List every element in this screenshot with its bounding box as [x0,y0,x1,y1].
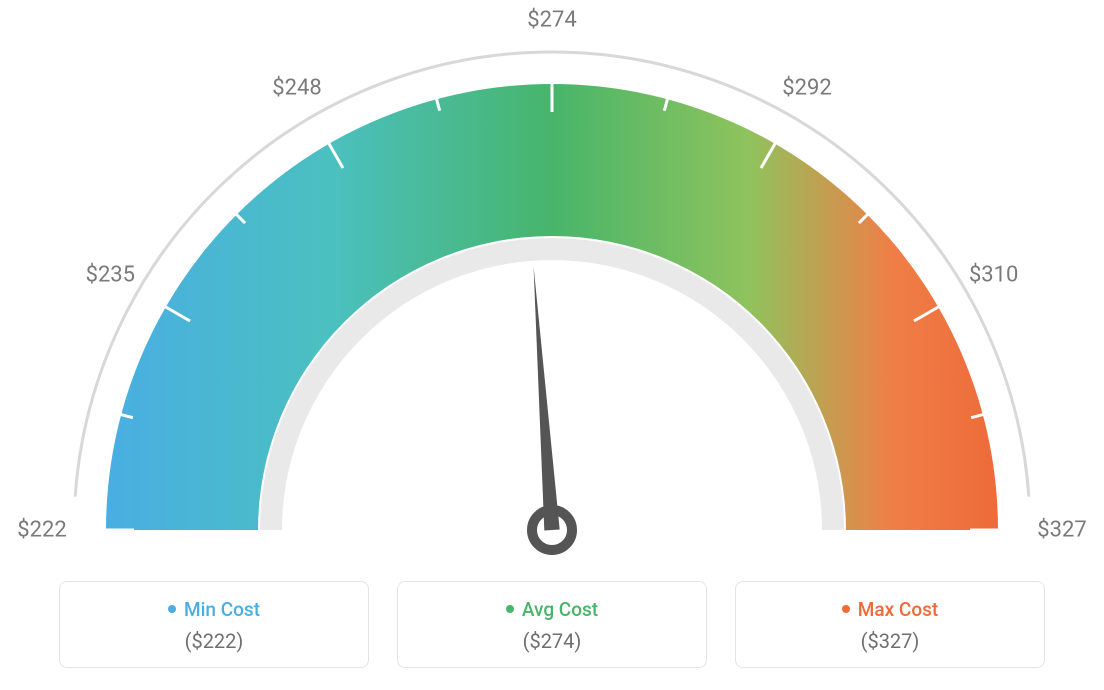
gauge-tick-label: $248 [272,76,321,101]
legend-value-min: ($222) [60,629,368,653]
legend-title-max: Max Cost [736,598,1044,621]
legend-row: Min Cost ($222) Avg Cost ($274) Max Cost… [0,581,1104,668]
legend-title-min-text: Min Cost [184,598,260,621]
gauge-svg [0,10,1104,570]
dot-icon [506,605,514,613]
gauge-tick-label: $327 [1037,518,1086,543]
gauge-chart: $222 $235 $248 $274 $292 $310 $327 [0,10,1104,570]
legend-title-min: Min Cost [60,598,368,621]
legend-title-avg: Avg Cost [398,598,706,621]
dot-icon [842,605,850,613]
legend-title-avg-text: Avg Cost [522,598,598,621]
legend-card-min: Min Cost ($222) [59,581,369,668]
legend-title-max-text: Max Cost [858,598,938,621]
legend-card-max: Max Cost ($327) [735,581,1045,668]
gauge-tick-label: $310 [969,263,1018,288]
dot-icon [168,605,176,613]
gauge-tick-label: $222 [17,518,66,543]
gauge-tick-label: $235 [86,263,135,288]
legend-value-max: ($327) [736,629,1044,653]
legend-card-avg: Avg Cost ($274) [397,581,707,668]
gauge-tick-label: $274 [527,8,576,33]
gauge-tick-label: $292 [782,76,831,101]
legend-value-avg: ($274) [398,629,706,653]
